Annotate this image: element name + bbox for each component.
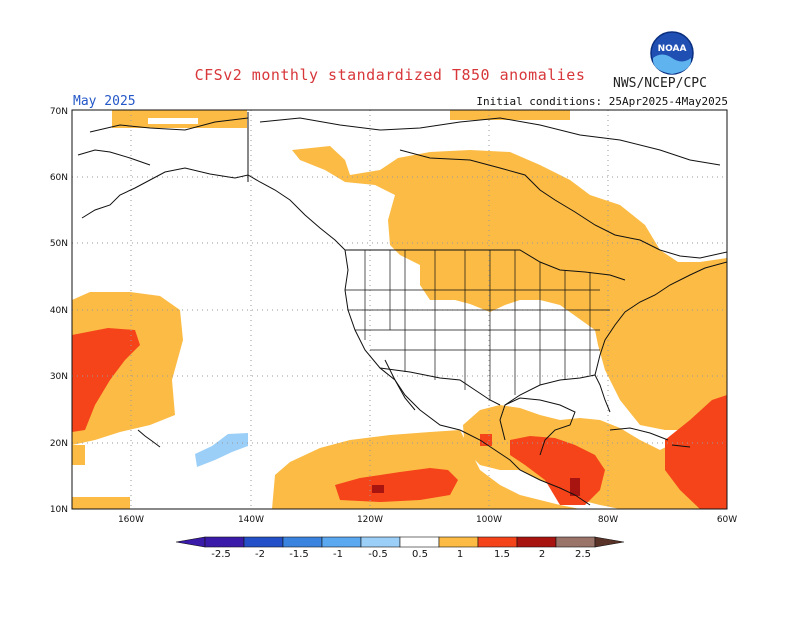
forecast-month: May 2025 <box>73 94 136 109</box>
anomaly-shading <box>72 110 727 509</box>
anomaly-core <box>335 468 458 502</box>
colorbar-cell <box>360 536 401 548</box>
colorbar-cell <box>477 536 518 548</box>
colorbar-cell <box>399 536 440 548</box>
lat-label: 60N <box>50 173 68 183</box>
lon-label: 100W <box>476 515 502 525</box>
anomaly-region <box>450 110 570 120</box>
map-frame <box>71 109 728 510</box>
lat-label: 20N <box>50 439 68 449</box>
organization-label: NWS/NCEP/CPC <box>613 76 707 91</box>
colorbar-cell <box>321 536 362 548</box>
anomaly-region <box>72 445 85 465</box>
colorbar-cell <box>438 536 479 548</box>
colorbar-cell <box>204 536 245 548</box>
anomaly-region <box>72 497 130 509</box>
lon-label: 60W <box>717 515 737 525</box>
colorbar-label: 1 <box>457 549 463 560</box>
lat-label: 50N <box>50 239 68 249</box>
lat-label: 40N <box>50 306 68 316</box>
anomaly-core <box>510 436 605 505</box>
longitude-labels: 160W 140W 120W 100W 80W 60W <box>118 515 737 525</box>
colorbar-label: 1.5 <box>494 549 510 560</box>
colorbar-label: -0.5 <box>368 549 388 560</box>
lat-label: 10N <box>50 505 68 515</box>
logo-text: NOAA <box>658 44 687 54</box>
colorbar-end-min <box>175 536 206 548</box>
colorbar-cell <box>243 536 284 548</box>
latitude-labels: 70N 60N 50N 40N 30N 20N 10N <box>50 107 68 515</box>
colorbar: -2.5 -2 -1.5 -1 -0.5 0.5 1 1.5 2 2.5 <box>175 536 625 560</box>
anomaly-core <box>665 395 727 509</box>
lat-label: 70N <box>50 107 68 117</box>
colorbar-label: -2 <box>255 549 265 560</box>
anomaly-peak <box>570 478 580 496</box>
noaa-logo-icon: NOAA <box>650 31 694 75</box>
colorbar-cell <box>555 536 596 548</box>
initial-conditions: Initial conditions: 25Apr2025-4May2025 <box>476 95 728 108</box>
colorbar-label: -1 <box>333 549 343 560</box>
map-title: CFSv2 monthly standardized T850 anomalie… <box>194 66 586 84</box>
lon-label: 80W <box>598 515 618 525</box>
colorbar-label: 2.5 <box>575 549 591 560</box>
negative-anomaly <box>195 433 248 467</box>
lat-lon-grid <box>72 110 727 509</box>
colorbar-label: 0.5 <box>412 549 428 560</box>
colorbar-label: -1.5 <box>289 549 309 560</box>
anomaly-region <box>292 146 727 430</box>
colorbar-label: -2.5 <box>211 549 231 560</box>
anomaly-peak <box>372 485 384 493</box>
lon-label: 160W <box>118 515 144 525</box>
colorbar-label: 2 <box>539 549 545 560</box>
colorbar-end-max <box>594 536 625 548</box>
lon-label: 120W <box>357 515 383 525</box>
state-borders <box>345 250 610 400</box>
anomaly-core <box>72 328 140 432</box>
coastlines <box>77 112 727 506</box>
lat-label: 30N <box>50 372 68 382</box>
colorbar-cell <box>282 536 323 548</box>
lon-label: 140W <box>238 515 264 525</box>
colorbar-cell <box>516 536 557 548</box>
